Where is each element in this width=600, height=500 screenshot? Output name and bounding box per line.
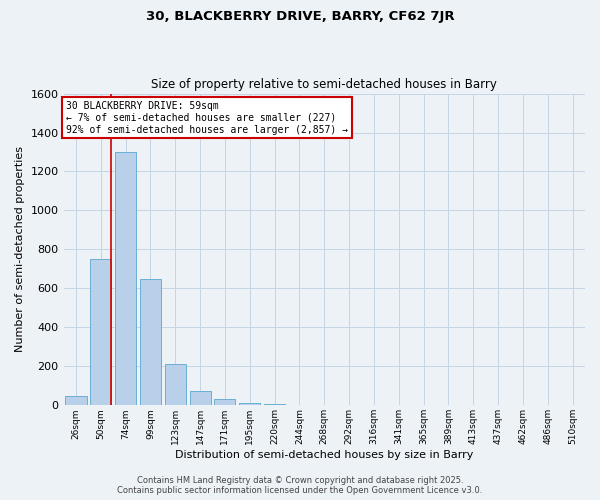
- Bar: [140, 278, 161, 406]
- Bar: [264, 404, 285, 406]
- Y-axis label: Number of semi-detached properties: Number of semi-detached properties: [15, 146, 25, 352]
- Text: 30, BLACKBERRY DRIVE, BARRY, CF62 7JR: 30, BLACKBERRY DRIVE, BARRY, CF62 7JR: [146, 10, 454, 23]
- Bar: [115, 152, 136, 406]
- Bar: [165, 364, 186, 406]
- Bar: [65, 396, 86, 406]
- Title: Size of property relative to semi-detached houses in Barry: Size of property relative to semi-detach…: [151, 78, 497, 91]
- Bar: [90, 259, 112, 406]
- X-axis label: Distribution of semi-detached houses by size in Barry: Distribution of semi-detached houses by …: [175, 450, 473, 460]
- Bar: [239, 404, 260, 406]
- Text: Contains HM Land Registry data © Crown copyright and database right 2025.
Contai: Contains HM Land Registry data © Crown c…: [118, 476, 482, 495]
- Bar: [214, 400, 235, 406]
- Text: 30 BLACKBERRY DRIVE: 59sqm
← 7% of semi-detached houses are smaller (227)
92% of: 30 BLACKBERRY DRIVE: 59sqm ← 7% of semi-…: [66, 102, 348, 134]
- Bar: [190, 390, 211, 406]
